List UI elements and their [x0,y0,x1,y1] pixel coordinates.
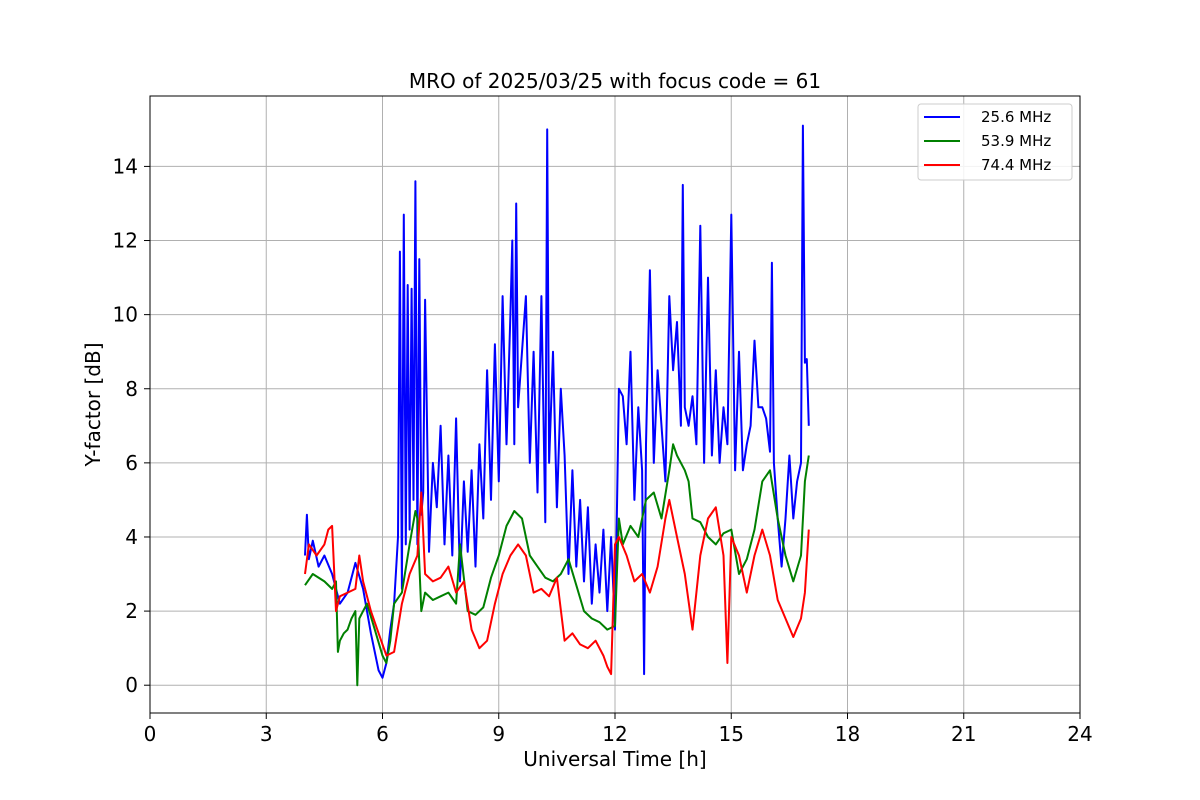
series-line-2 [304,443,810,687]
series-line-3 [304,491,810,676]
y-tick-label: 8 [125,377,138,401]
legend-entry-label: 53.9 MHz [981,132,1051,150]
x-tick-label: 12 [602,722,627,746]
x-axis-label: Universal Time [h] [523,747,706,771]
chart-title: MRO of 2025/03/25 with focus code = 61 [409,69,821,93]
y-tick-label: 0 [125,673,138,697]
legend: 25.6 MHz 53.9 MHz 74.4 MHz [917,103,1073,181]
y-tick-label: 6 [125,451,138,475]
y-tick-label: 10 [113,303,138,327]
x-tick-label: 3 [260,722,273,746]
y-tick-label: 2 [125,599,138,623]
legend-entry-label: 25.6 MHz [981,108,1051,126]
x-tick-label: 24 [1067,722,1092,746]
x-tick-label: 21 [951,722,976,746]
y-axis-label: Y-factor [dB] [81,342,105,467]
series-lines [304,124,810,687]
legend-box [917,103,1073,181]
y-tick-label: 4 [125,525,138,549]
x-tick-label: 18 [835,722,860,746]
x-tick-label: 15 [719,722,744,746]
x-tick-label: 9 [492,722,505,746]
x-tick-label: 6 [376,722,389,746]
y-tick-label: 14 [113,154,138,178]
y-tick-label: 12 [113,229,138,253]
x-tick-label: 0 [144,722,157,746]
series-line-1 [304,124,810,679]
legend-entry-label: 74.4 MHz [981,156,1051,174]
